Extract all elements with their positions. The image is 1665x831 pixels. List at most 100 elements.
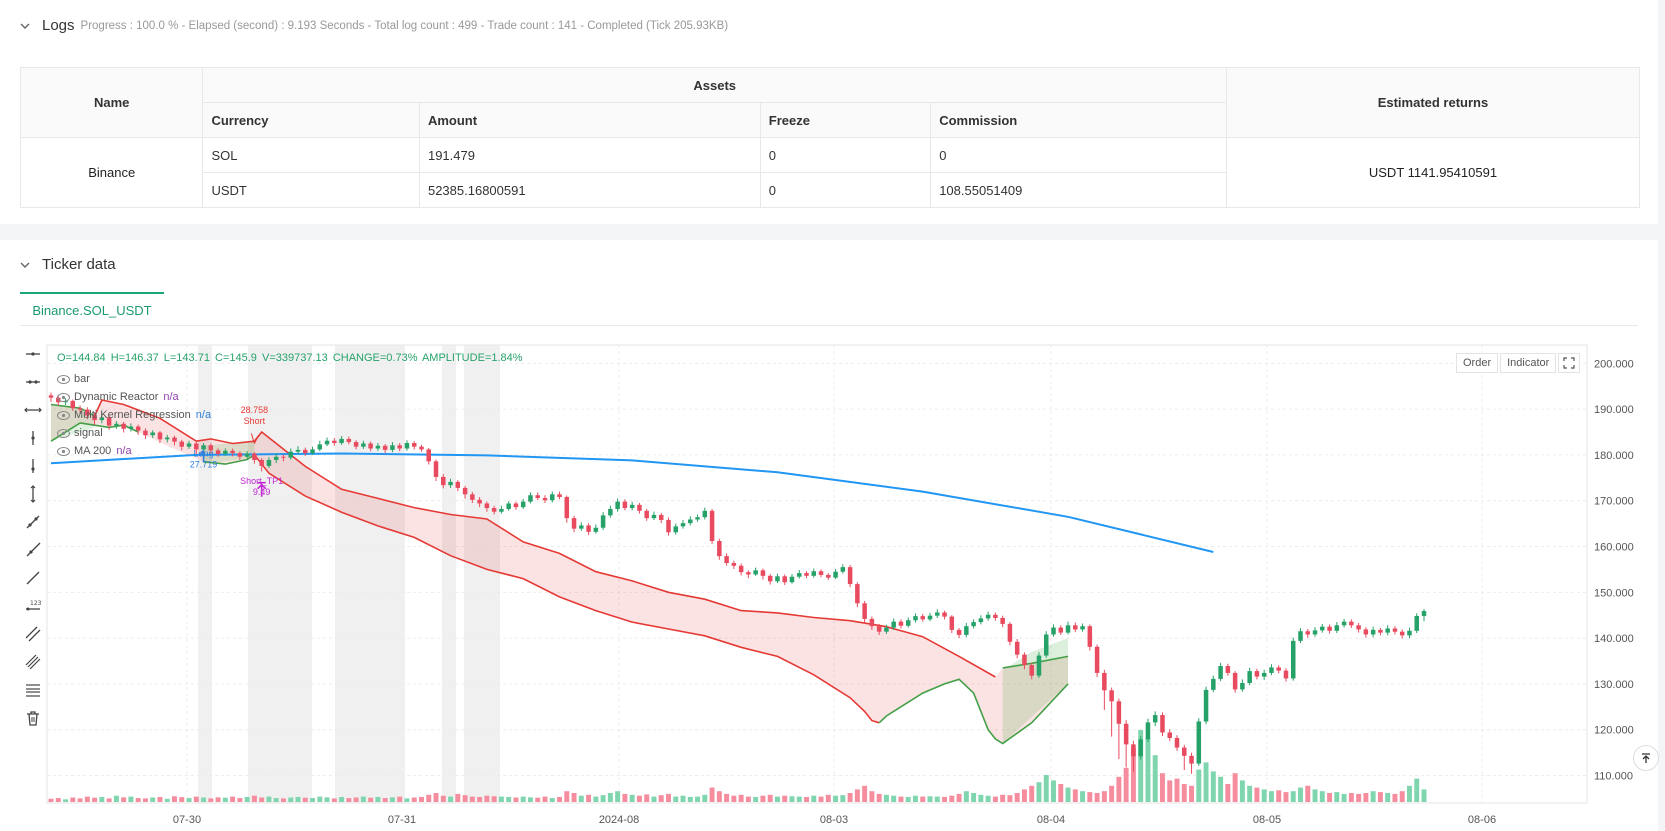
eye-icon[interactable] <box>57 446 70 456</box>
chevron-down-icon[interactable] <box>18 19 32 33</box>
ray-icon <box>26 542 41 557</box>
volume-bar <box>1029 785 1035 802</box>
candle-body <box>600 515 606 528</box>
eye-icon[interactable] <box>57 428 70 438</box>
candle-body <box>339 438 344 444</box>
band-fill-up <box>1002 638 1069 744</box>
vertical-line-tool[interactable] <box>22 427 44 449</box>
candle-body <box>1283 670 1289 679</box>
order-button[interactable]: Order <box>1456 353 1499 373</box>
candle-body <box>1334 625 1340 631</box>
volume-bar <box>1232 773 1238 802</box>
fullscreen-button[interactable] <box>1558 353 1581 373</box>
candle-body <box>288 451 293 458</box>
indicator-button[interactable]: Indicator <box>1500 353 1557 373</box>
volume-bar <box>1181 784 1187 802</box>
grid <box>47 345 1587 803</box>
volume-bar <box>1348 793 1354 802</box>
volume-bar <box>520 796 526 802</box>
volume-bar <box>978 794 984 802</box>
candle-body <box>1421 611 1427 616</box>
candle-body <box>1407 630 1412 636</box>
candle-body <box>1094 646 1100 673</box>
volume-bar <box>1327 793 1333 802</box>
legend-item-ma-200[interactable]: MA 200 n/a <box>57 442 211 460</box>
candle-body <box>884 627 889 632</box>
x-tick-label: 2024-08 <box>599 814 639 826</box>
extended-line-tool[interactable] <box>22 399 44 421</box>
volume-bar <box>484 795 490 802</box>
volume-bar <box>273 798 279 802</box>
trash-icon <box>27 711 39 726</box>
volume-bar <box>593 796 599 802</box>
candle-body <box>1138 739 1143 757</box>
vertical-extended-tool[interactable] <box>22 483 44 505</box>
session-shade <box>464 345 500 803</box>
pitchfork-tool[interactable] <box>22 651 44 673</box>
eye-icon[interactable] <box>57 410 70 420</box>
table-row: USDT 52385.16800591 0 108.55051409 <box>21 172 1640 208</box>
volume-bar <box>666 793 671 802</box>
candle-body <box>1182 747 1187 756</box>
svg-text:123: 123 <box>30 600 42 607</box>
trend-line-tool[interactable] <box>22 511 44 533</box>
candle-body <box>862 603 867 619</box>
eye-icon[interactable] <box>57 392 70 402</box>
candle-body <box>346 438 352 443</box>
volume-bar <box>324 797 330 802</box>
candle-body <box>484 503 490 509</box>
scroll-top-button[interactable] <box>1633 745 1659 771</box>
candle-body <box>208 445 214 451</box>
delete-drawings-tool[interactable] <box>22 707 44 729</box>
legend-item-dynamic-reactor[interactable]: Dynamic Reactor n/a <box>57 388 211 406</box>
volume-bar <box>1036 782 1042 802</box>
price-label-tool[interactable]: 123 <box>22 595 44 617</box>
parallel-channel-tool[interactable] <box>22 623 44 645</box>
candle-body <box>419 446 424 450</box>
legend-item-signal[interactable]: signal <box>57 424 211 442</box>
candle-body <box>186 443 192 447</box>
candle-body <box>56 397 61 403</box>
ohlc-close: C=145.9 <box>215 352 257 364</box>
ohlc-readout: O=144.84 H=146.37 L=143.71 C=145.9 V=339… <box>57 352 525 364</box>
logs-header[interactable]: Logs Progress : 100.0 % - Elapsed (secon… <box>18 17 728 34</box>
horizontal-line-tool[interactable] <box>22 343 44 365</box>
legend-item-multi-kernel[interactable]: Multi Kernel Regression n/a <box>57 406 211 424</box>
volume-bar <box>113 795 119 802</box>
volume-bar <box>876 793 882 802</box>
legend-item-bar[interactable]: bar <box>57 370 211 388</box>
vertical-ray-tool[interactable] <box>22 455 44 477</box>
candle-body <box>964 626 969 635</box>
candle-body <box>368 443 373 449</box>
candle-body <box>491 508 497 512</box>
volume-bar <box>898 796 904 802</box>
segment-tool[interactable] <box>22 567 44 589</box>
volume-bar <box>644 794 650 802</box>
candle-body <box>179 441 185 447</box>
volume-bar <box>804 796 809 802</box>
eye-icon[interactable] <box>57 374 70 384</box>
legend-value: n/a <box>116 445 132 457</box>
volume-bar <box>745 796 751 802</box>
tab-sol-usdt[interactable]: Binance.SOL_USDT <box>20 292 164 326</box>
candle-body <box>847 567 853 585</box>
indicator-legend: bar Dynamic Reactor n/a Multi Kernel Reg… <box>57 370 211 460</box>
volume-bar <box>1210 771 1216 802</box>
volume-bar <box>1080 791 1086 802</box>
candle-body <box>1247 671 1252 684</box>
volume-bar <box>782 795 788 802</box>
volume-bar <box>971 793 977 802</box>
ticker-header[interactable]: Ticker data <box>18 256 116 273</box>
chevron-down-icon[interactable] <box>18 258 32 272</box>
volume-bar <box>942 796 948 802</box>
candle-body <box>1305 631 1311 635</box>
volume-bar <box>251 795 257 802</box>
candle-body <box>252 453 257 460</box>
ray-tool[interactable] <box>22 539 44 561</box>
fib-retracement-tool[interactable] <box>22 679 44 701</box>
volume-bar <box>629 794 635 802</box>
ohlc-amplitude: AMPLITUDE=1.84% <box>421 352 523 364</box>
legend-label: signal <box>74 427 103 439</box>
horizontal-ray-tool[interactable] <box>22 371 44 393</box>
